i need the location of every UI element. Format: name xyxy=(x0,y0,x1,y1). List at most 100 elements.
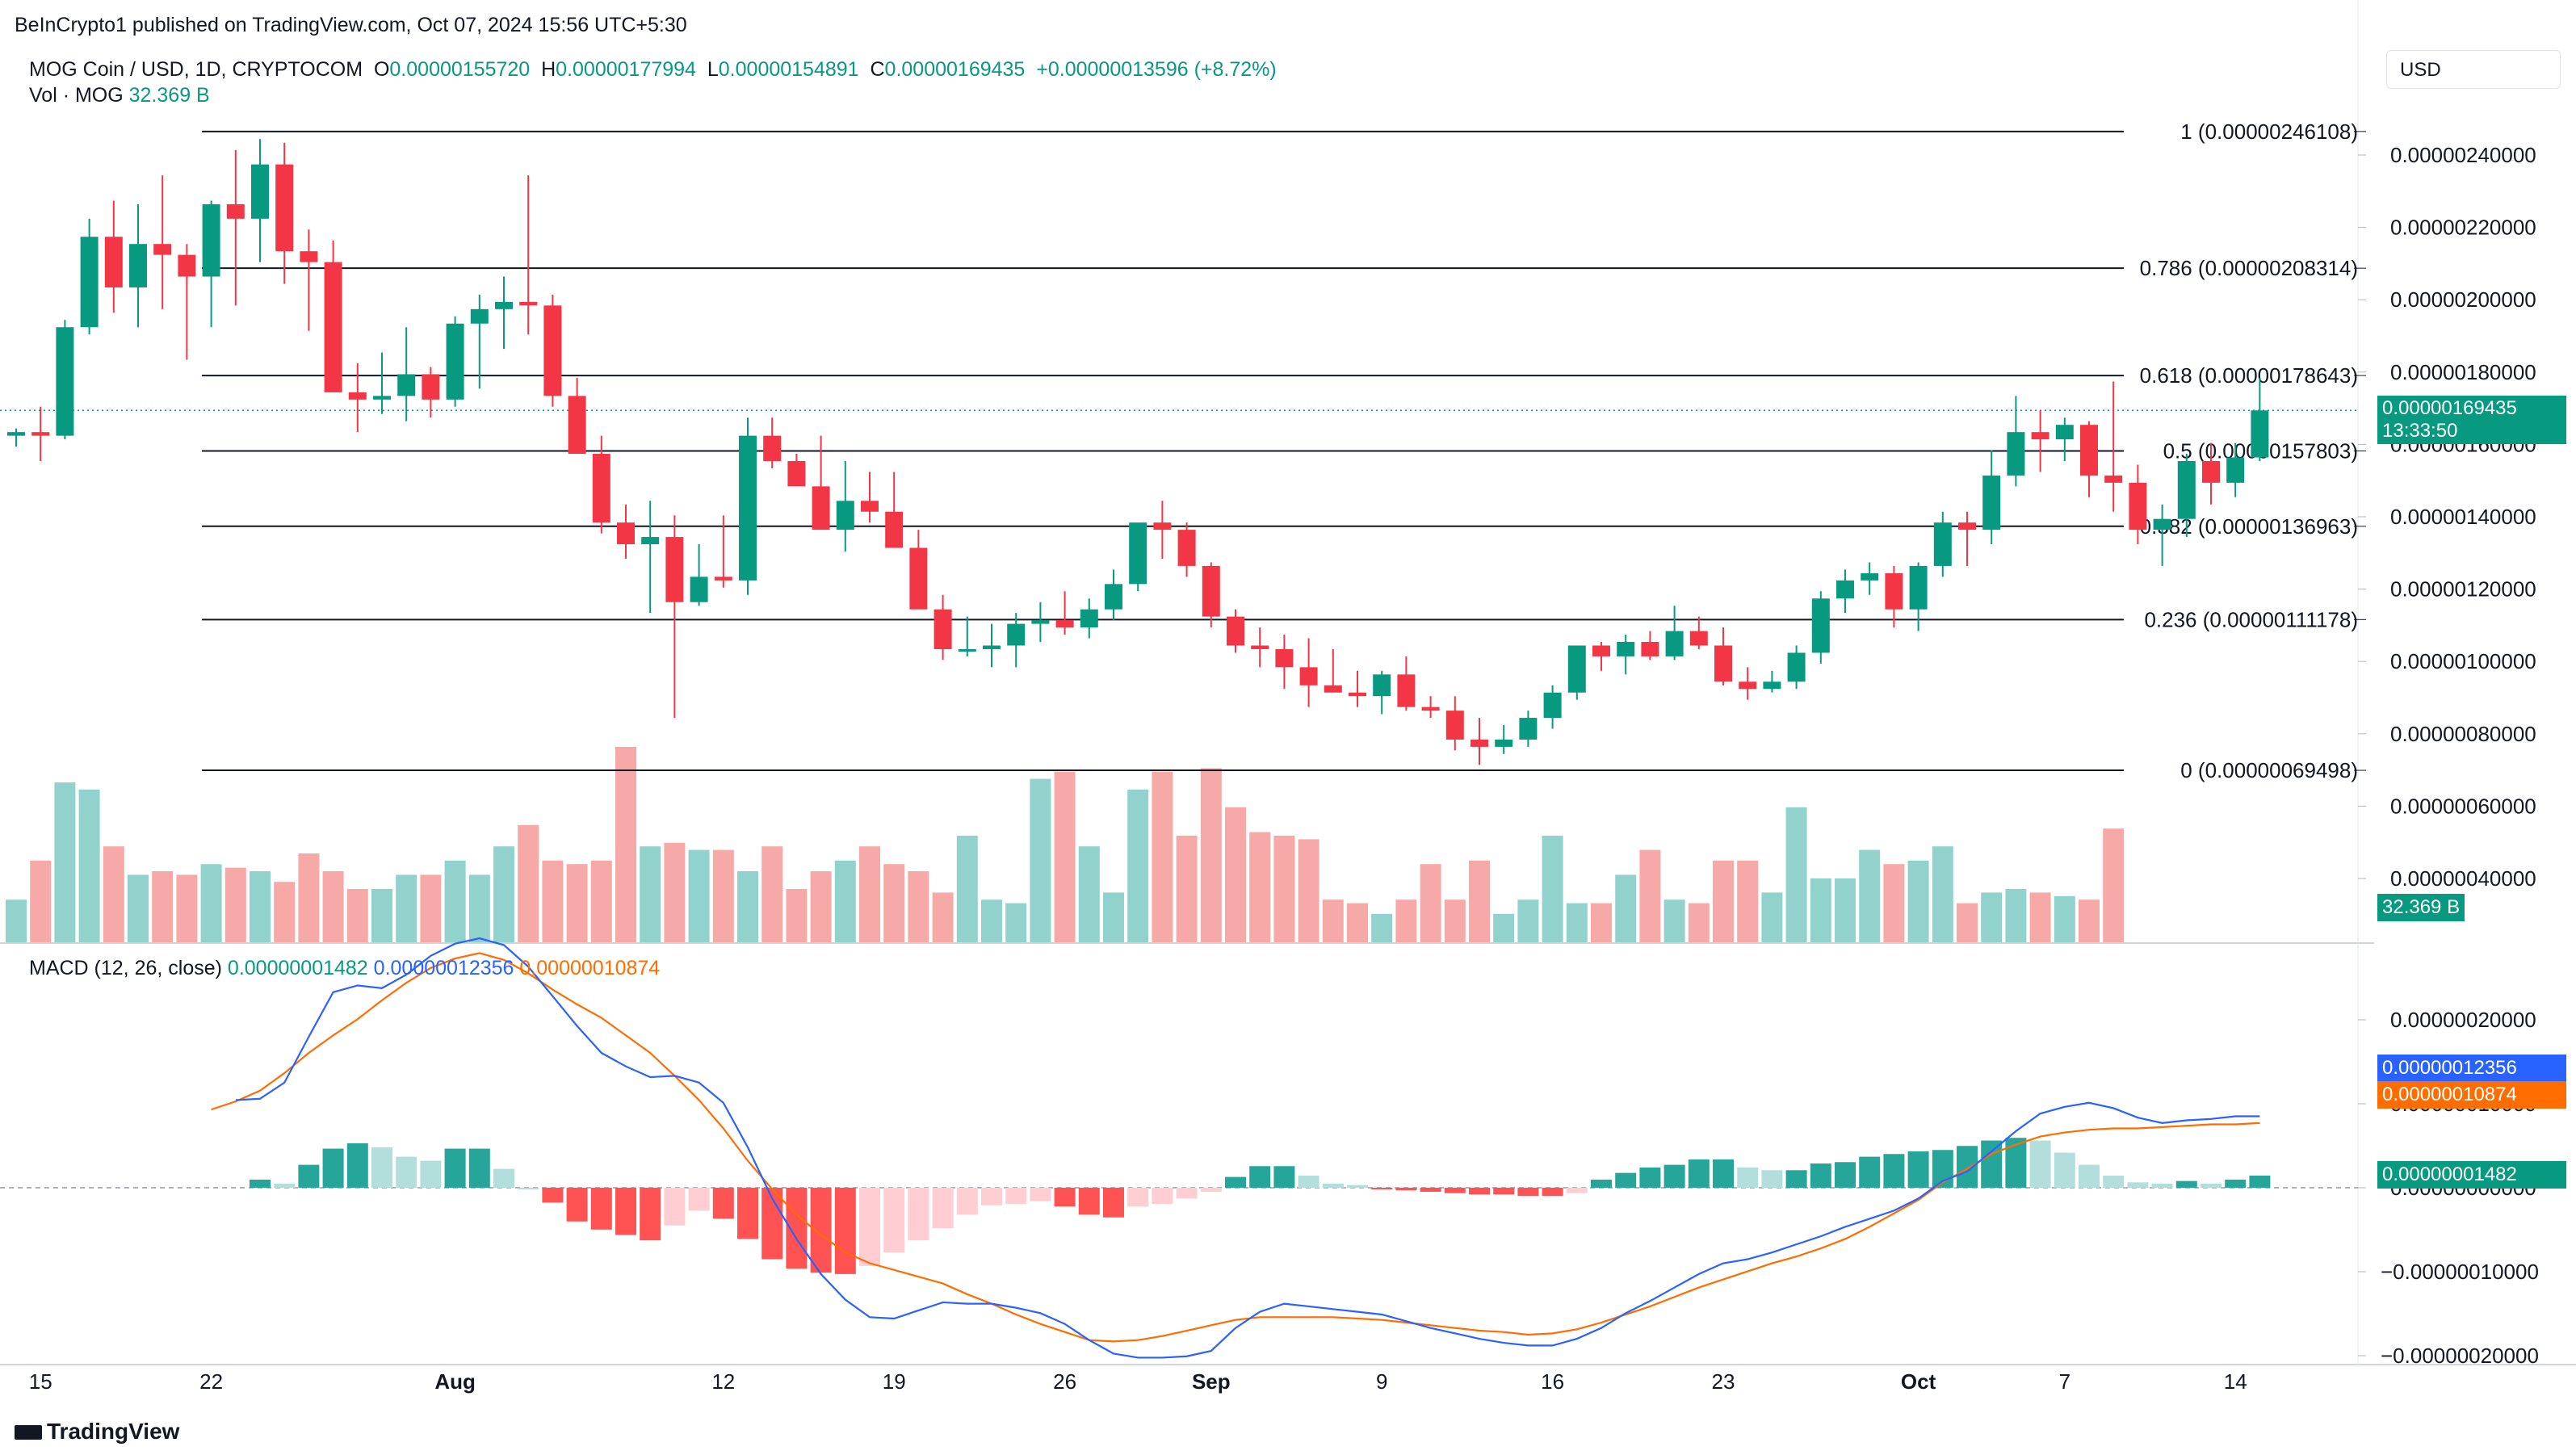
currency-selector[interactable]: USD xyxy=(2386,50,2561,89)
candle-down xyxy=(787,461,806,487)
candle-down xyxy=(1739,681,1757,690)
candle-down xyxy=(1689,631,1708,646)
volume-bar xyxy=(932,892,954,942)
open-value: 0.00000155720 xyxy=(389,58,531,81)
volume-bar xyxy=(1883,864,1905,942)
macd-histogram-bar xyxy=(1639,1167,1661,1188)
histogram-tag: 0.00000001482 xyxy=(2377,1161,2566,1189)
symbol-title[interactable]: MOG Coin / USD, 1D, CRYPTOCOM xyxy=(29,58,363,81)
macd-histogram-bar xyxy=(2249,1175,2271,1188)
volume-bar xyxy=(1591,903,1612,942)
candle-up xyxy=(1543,692,1562,719)
volume-bar xyxy=(1200,768,1222,942)
macd-histogram-bar xyxy=(1883,1154,1905,1188)
candle-up xyxy=(1665,631,1684,656)
candle-down xyxy=(178,254,196,277)
volume-bar xyxy=(2029,892,2051,942)
volume-legend-value: 32.369 B xyxy=(128,84,210,107)
volume-bar xyxy=(908,871,929,942)
volume-bar xyxy=(54,782,76,942)
fib-level-label: 0 (0.00000069498) xyxy=(2180,758,2358,782)
macd-histogram-bar xyxy=(2225,1179,2247,1188)
price-axis-label: 0.00000220000 xyxy=(2390,216,2536,240)
candle-up xyxy=(470,308,489,324)
macd-histogram-bar xyxy=(250,1179,271,1188)
fib-level-label: 0.382 (0.00000136963) xyxy=(2140,514,2358,539)
candle-up xyxy=(2226,457,2245,483)
volume-label: Vol · MOG xyxy=(29,84,124,107)
macd-histogram-bar xyxy=(1737,1167,1759,1188)
candle-down xyxy=(1202,565,1220,617)
candle-down xyxy=(885,511,904,548)
macd-histogram-bar xyxy=(1469,1188,1490,1195)
macd-line xyxy=(235,937,2260,1359)
candle-down xyxy=(2031,432,2049,440)
volume-bar xyxy=(1737,860,1759,942)
volume-bar xyxy=(1810,878,1831,942)
candle-up xyxy=(836,501,854,530)
macd-axis-label: −0.00000010000 xyxy=(2381,1260,2539,1284)
candle-up xyxy=(2007,432,2025,476)
volume-bar xyxy=(1493,913,1515,942)
macd-histogram-bar xyxy=(2005,1138,2027,1188)
volume-bar xyxy=(1078,846,1100,942)
volume-bar xyxy=(981,899,1002,942)
tradingview-logo[interactable]: TradingView xyxy=(15,1419,179,1445)
candle-down xyxy=(1592,645,1610,656)
volume-bar xyxy=(542,860,564,942)
macd-histogram-bar xyxy=(1200,1188,1222,1193)
candle-up xyxy=(1763,681,1781,690)
macd-histogram-bar xyxy=(2127,1182,2149,1188)
volume-bar xyxy=(1249,832,1271,942)
macd-histogram-bar xyxy=(834,1188,856,1274)
candle-up xyxy=(1567,645,1586,693)
candle-down xyxy=(1641,642,1659,656)
volume-bar xyxy=(444,860,466,942)
macd-histogram-bar xyxy=(1030,1188,1051,1201)
macd-histogram-bar xyxy=(810,1188,832,1273)
volume-bar xyxy=(1907,860,1929,942)
macd-histogram-bar xyxy=(1761,1170,1783,1188)
macd-histogram-bar xyxy=(981,1188,1002,1206)
macd-histogram-bar xyxy=(1152,1188,1173,1205)
macd-histogram-bar xyxy=(1005,1188,1027,1205)
candle-up xyxy=(1007,623,1026,646)
volume-tag: 32.369 B xyxy=(2377,894,2465,921)
volume-legend[interactable]: Vol · MOG 32.369 B xyxy=(29,84,210,107)
volume-bar xyxy=(810,871,832,942)
volume-bar xyxy=(664,842,686,942)
macd-histogram-bar xyxy=(1981,1140,2003,1188)
low-label: L xyxy=(707,58,719,81)
macd-histogram-bar xyxy=(493,1168,514,1188)
candle-down xyxy=(324,262,342,392)
volume-bar xyxy=(128,874,149,942)
candle-up xyxy=(1836,580,1854,599)
candle-down xyxy=(31,432,50,436)
candle-up xyxy=(983,645,1001,649)
volume-bar xyxy=(1566,903,1588,942)
candle-up xyxy=(1373,674,1391,697)
macd-histogram-bar xyxy=(2054,1152,2075,1188)
macd-histogram-bar xyxy=(1517,1188,1539,1197)
candle-up xyxy=(446,323,464,400)
volume-bar xyxy=(1103,892,1124,942)
macd-histogram-bar xyxy=(1810,1163,1831,1188)
candle-down xyxy=(1445,711,1464,740)
volume-bar xyxy=(1713,860,1734,942)
time-axis-label: Oct xyxy=(1901,1369,1936,1394)
candle-down xyxy=(2080,425,2098,476)
volume-bar xyxy=(1225,807,1246,942)
macd-histogram-bar xyxy=(444,1148,466,1188)
macd-histogram-bar xyxy=(1859,1156,1881,1188)
candle-down xyxy=(2202,461,2220,483)
macd-histogram-bar xyxy=(1688,1159,1710,1188)
candle-down xyxy=(617,522,635,545)
price-axis-label: 0.00000120000 xyxy=(2390,577,2536,602)
macd-legend[interactable]: MACD (12, 26, close) 0.00000001482 0.000… xyxy=(29,957,660,980)
fib-level-label: 0.786 (0.00000208314) xyxy=(2140,256,2358,280)
tv-logo-icon xyxy=(15,1425,42,1440)
time-axis-label: 12 xyxy=(711,1369,735,1394)
volume-bar xyxy=(371,889,392,942)
countdown-timer: 13:33:50 xyxy=(2382,420,2458,442)
